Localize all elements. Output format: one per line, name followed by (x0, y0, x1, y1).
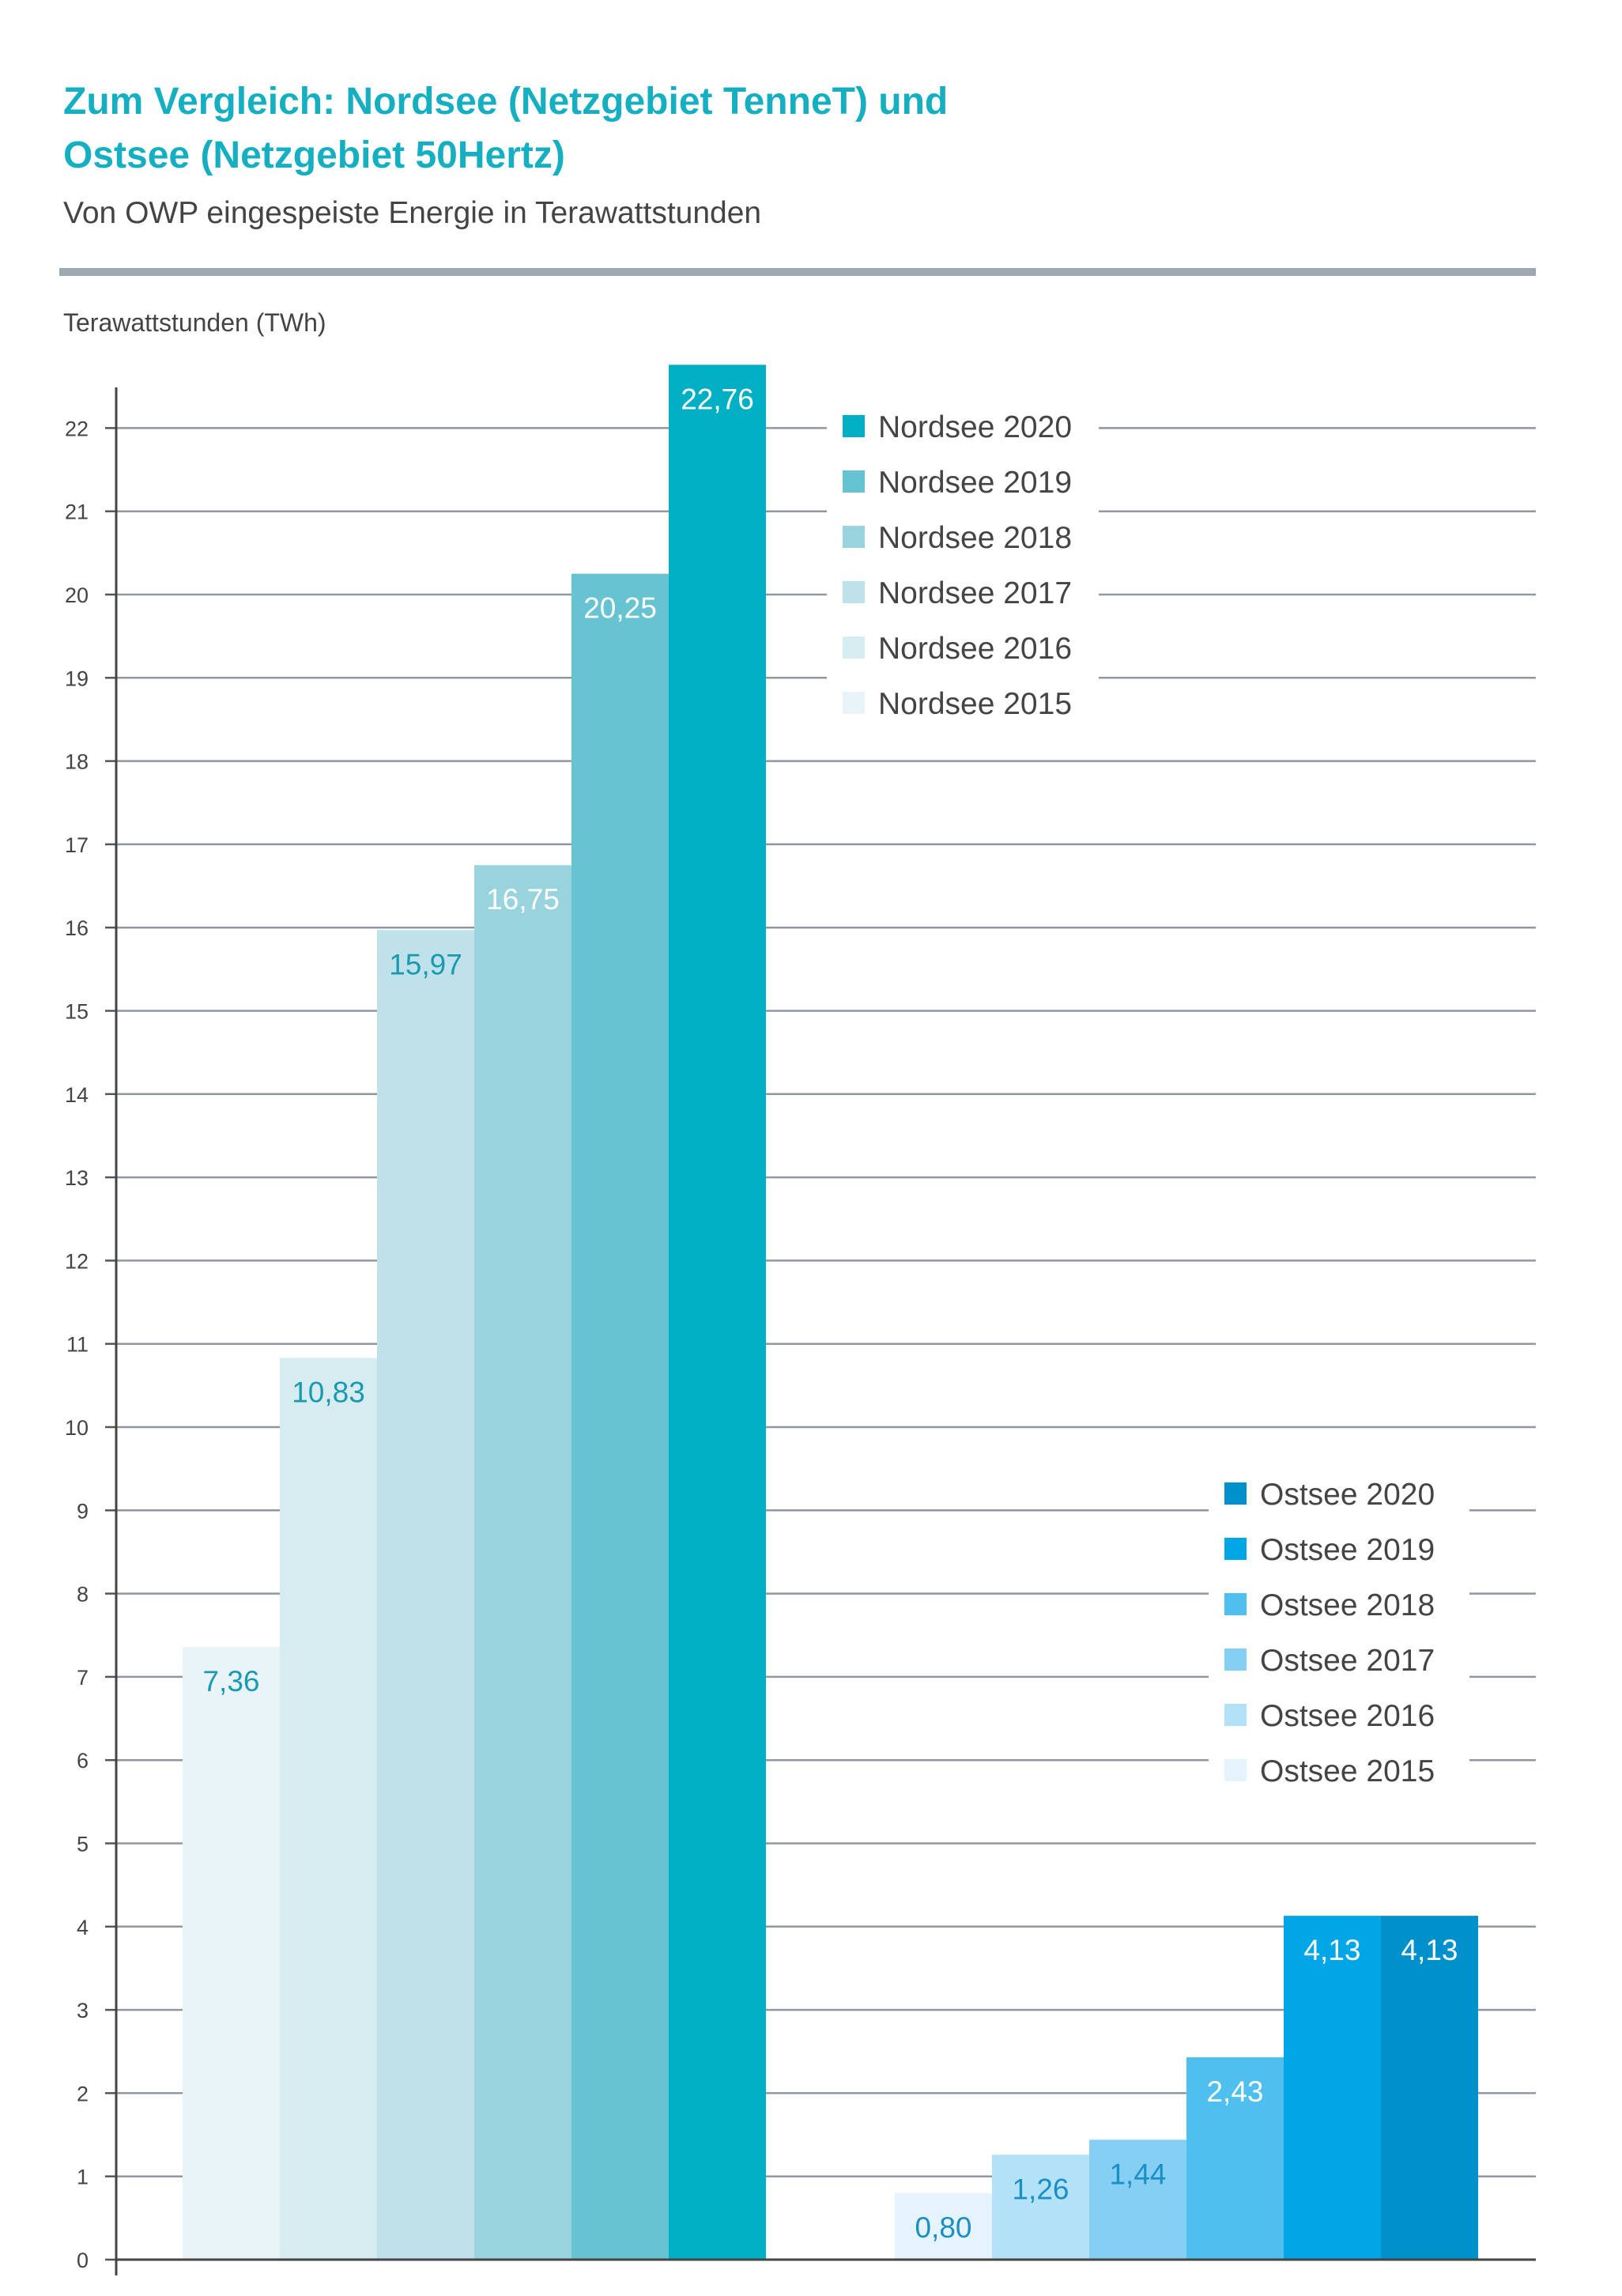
legend-label-ostsee-2015: Ostsee 2015 (1260, 1754, 1435, 1788)
legend-label-nordsee-2019: Nordsee 2019 (878, 466, 1072, 500)
y-tick-label: 4 (77, 1916, 89, 1939)
bar-ostsee-2016 (992, 2154, 1089, 2260)
y-tick-label: 14 (65, 1083, 89, 1107)
bar-ostsee-2015 (895, 2192, 992, 2260)
data-label-ostsee-2016: 1,26 (1012, 2173, 1069, 2205)
legend-swatch-nordsee-2017 (843, 581, 865, 603)
y-tick-label: 8 (77, 1583, 89, 1607)
legend-label-nordsee-2016: Nordsee 2016 (878, 632, 1072, 666)
legend-background (827, 403, 1099, 743)
y-tick-label: 15 (65, 1000, 89, 1024)
data-label-nordsee-2020: 22,76 (681, 383, 754, 415)
y-tick-label: 12 (65, 1249, 89, 1273)
legend-label-ostsee-2019: Ostsee 2019 (1260, 1533, 1435, 1567)
legend-swatch-nordsee-2016 (843, 636, 865, 659)
legend-label-nordsee-2015: Nordsee 2015 (878, 687, 1072, 721)
y-tick-label: 13 (65, 1166, 89, 1190)
y-tick-label: 7 (77, 1666, 89, 1690)
legend-swatch-nordsee-2019 (843, 470, 865, 493)
legend-swatch-ostsee-2017 (1224, 1648, 1247, 1671)
data-label-nordsee-2016: 10,83 (292, 1376, 365, 1409)
y-tick-label: 17 (65, 833, 89, 857)
legend-label-nordsee-2018: Nordsee 2018 (878, 521, 1072, 555)
bar-nordsee-2016 (280, 1358, 377, 2260)
y-tick-label: 11 (66, 1333, 89, 1357)
y-tick-label: 22 (65, 417, 89, 440)
y-tick-label: 21 (65, 500, 89, 524)
y-tick-label: 19 (65, 667, 89, 690)
y-tick-label: 0 (77, 2249, 89, 2272)
y-tick-label: 10 (65, 1416, 89, 1440)
y-tick-label: 16 (65, 916, 89, 940)
data-label-nordsee-2018: 16,75 (486, 883, 560, 916)
bar-nordsee-2020 (669, 364, 766, 2260)
bar-ostsee-2019 (1284, 1916, 1381, 2260)
y-tick-label: 6 (77, 1749, 89, 1773)
legend-label-ostsee-2018: Ostsee 2018 (1260, 1588, 1435, 1622)
legend-swatch-nordsee-2015 (843, 692, 865, 714)
y-tick-label: 18 (65, 750, 89, 774)
legend-label-ostsee-2016: Ostsee 2016 (1260, 1699, 1435, 1733)
bar-nordsee-2017 (377, 930, 474, 2260)
data-label-ostsee-2018: 2,43 (1206, 2075, 1263, 2108)
bar-nordsee-2018 (474, 865, 571, 2260)
data-label-ostsee-2019: 4,13 (1303, 1934, 1360, 1966)
data-label-ostsee-2015: 0,80 (915, 2211, 971, 2244)
chart-title-line-1: Zum Vergleich: Nordsee (Netzgebiet Tenne… (63, 81, 949, 123)
y-tick-label: 2 (77, 2082, 89, 2105)
data-label-ostsee-2020: 4,13 (1401, 1934, 1458, 1966)
legend-label-nordsee-2020: Nordsee 2020 (878, 410, 1072, 444)
chart-subtitle: Von OWP eingespeiste Energie in Terawatt… (63, 196, 762, 230)
legend-background (1209, 1471, 1469, 1811)
y-tick-label: 20 (65, 583, 89, 607)
y-tick-label: 9 (77, 1499, 89, 1523)
legend-swatch-ostsee-2016 (1224, 1704, 1247, 1726)
bar-ostsee-2020 (1381, 1916, 1478, 2260)
data-label-nordsee-2017: 15,97 (389, 948, 462, 980)
data-label-nordsee-2019: 20,25 (583, 592, 657, 625)
y-tick-label: 5 (77, 1833, 89, 1856)
y-axis-label: Terawattstunden (TWh) (63, 308, 326, 337)
data-label-nordsee-2015: 7,36 (202, 1665, 259, 1697)
chart-title: Zum Vergleich: Nordsee (Netzgebiet Tenne… (63, 75, 1565, 183)
bar-nordsee-2015 (183, 1646, 280, 2260)
y-tick-label: 3 (77, 1999, 89, 2022)
legend-swatch-ostsee-2020 (1224, 1482, 1247, 1505)
legend-swatch-ostsee-2015 (1224, 1759, 1247, 1781)
chart-title-line-2: Ostsee (Netzgebiet 50Hertz) (63, 134, 565, 176)
legends: Nordsee 2020 Nordsee 2019 Nordsee 2018 Nord… (827, 403, 1469, 1811)
legend-swatch-nordsee-2020 (843, 415, 865, 437)
legend-swatch-ostsee-2018 (1224, 1593, 1247, 1615)
legend-label-nordsee-2017: Nordsee 2017 (878, 576, 1072, 610)
bar-ostsee-2018 (1186, 2057, 1284, 2260)
legend-swatch-ostsee-2019 (1224, 1538, 1247, 1560)
y-tick-label: 1 (77, 2166, 89, 2189)
legend-swatch-nordsee-2018 (843, 526, 865, 548)
bar-nordsee-2019 (571, 573, 669, 2260)
data-label-ostsee-2017: 1,44 (1109, 2158, 1166, 2190)
header-divider (59, 268, 1536, 276)
legend-label-ostsee-2020: Ostsee 2020 (1260, 1478, 1435, 1512)
bars: 7,36 10,83 15,97 16,75 20,25 22,76 0,80 1,26 1,4… (183, 364, 1478, 2260)
legend-label-ostsee-2017: Ostsee 2017 (1260, 1644, 1435, 1678)
bar-ostsee-2017 (1089, 2139, 1186, 2260)
